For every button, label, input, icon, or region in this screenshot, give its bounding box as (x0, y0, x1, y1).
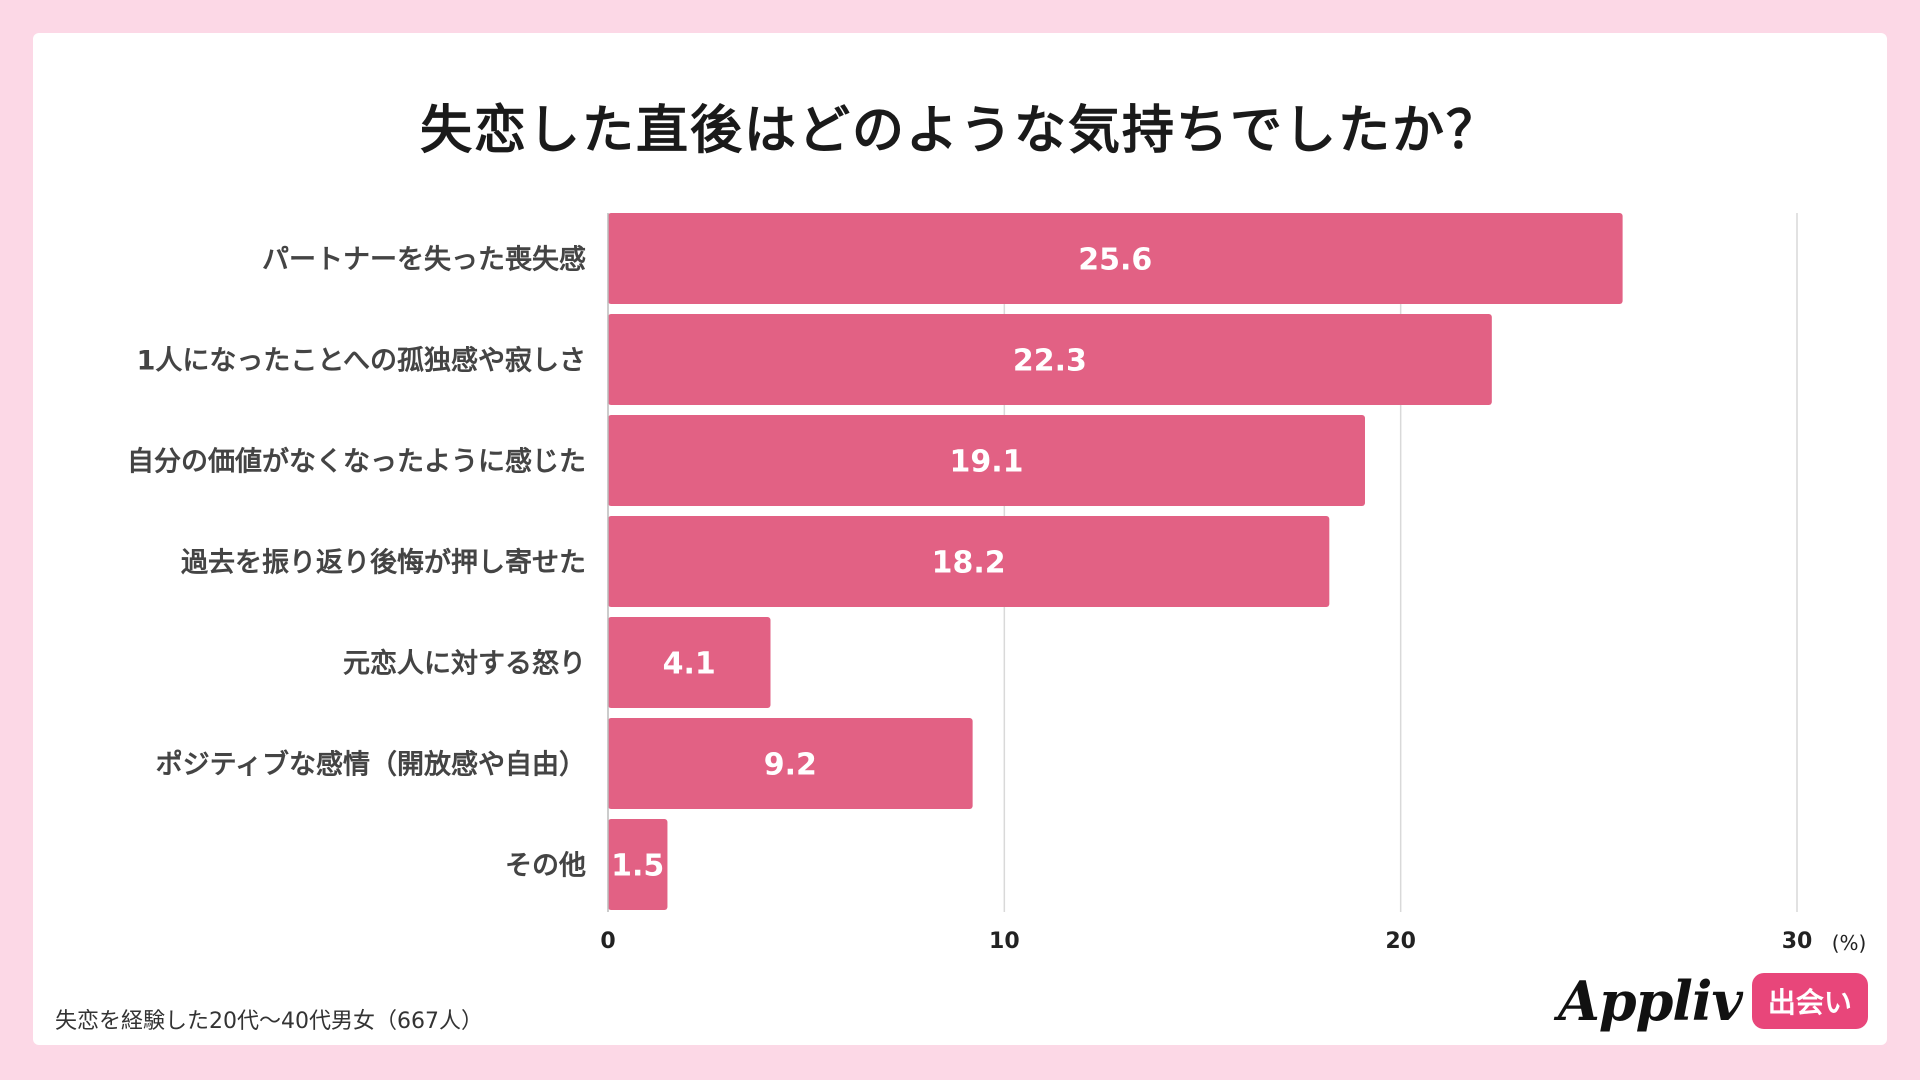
value-label-5: 9.2 (764, 748, 817, 783)
value-label-4: 4.1 (663, 647, 716, 682)
category-label-6: その他 (505, 851, 586, 882)
bar-5 (608, 718, 973, 809)
value-label-0: 25.6 (1078, 243, 1152, 278)
bar-4 (608, 617, 771, 708)
category-label-4: 元恋人に対する怒り (343, 648, 586, 680)
category-label-1: 1人になったことへの孤独感や寂しさ (137, 345, 586, 377)
chart-title: 失恋した直後はどのような気持ちでしたか？ (419, 101, 1500, 161)
value-label-6: 1.5 (611, 849, 664, 884)
footnote: 失恋を経験した20代〜40代男女（667人） (55, 1009, 483, 1034)
applivlogo: Appliv 出会い (1558, 968, 1868, 1034)
bar-3 (608, 516, 1330, 607)
bar-2 (608, 415, 1365, 506)
value-label-2: 19.1 (949, 445, 1023, 480)
category-label-5: ポジティブな感情（開放感や自由） (156, 749, 586, 781)
x-tick-label-3: 30 (1782, 929, 1813, 954)
value-label-3: 18.2 (932, 546, 1006, 581)
value-label-1: 22.3 (1013, 344, 1087, 379)
x-tick-label-2: 20 (1385, 929, 1416, 954)
logo-brand: Appliv (1558, 969, 1743, 1033)
bar-0 (608, 213, 1623, 304)
x-tick-label-1: 10 (989, 929, 1020, 954)
x-unit-label: (%) (1832, 931, 1867, 955)
bar-1 (608, 314, 1492, 405)
category-label-0: パートナーを失った喪失感 (262, 244, 586, 276)
category-label-2: 自分の価値がなくなったように感じた (127, 446, 586, 478)
logo-badge: 出会い (1751, 973, 1868, 1029)
x-tick-label-0: 0 (600, 929, 615, 954)
category-label-3: 過去を振り返り後悔が押し寄せた (181, 547, 586, 579)
bar-6 (608, 819, 668, 910)
